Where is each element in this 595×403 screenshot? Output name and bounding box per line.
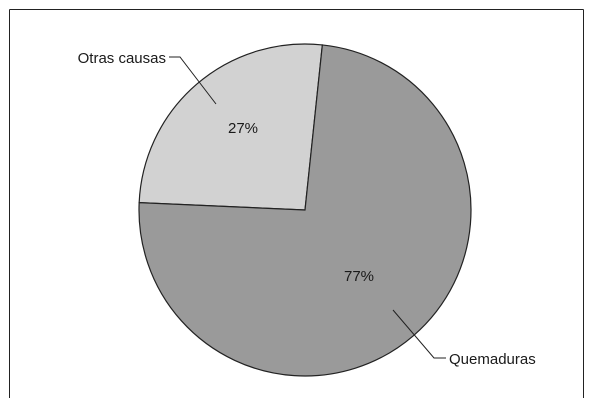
leader-line-otras-causas bbox=[169, 56, 217, 105]
slice-label-otras-causas: Otras causas bbox=[78, 50, 166, 67]
slice-label-quemaduras: Quemaduras bbox=[449, 351, 536, 368]
leader-line-quemaduras bbox=[392, 309, 446, 359]
slice-value-otras-causas: 27% bbox=[228, 120, 258, 137]
slice-value-quemaduras: 77% bbox=[344, 268, 374, 285]
pie-slice-otras-causas bbox=[138, 43, 324, 211]
pie-slice-quemaduras bbox=[138, 44, 472, 377]
